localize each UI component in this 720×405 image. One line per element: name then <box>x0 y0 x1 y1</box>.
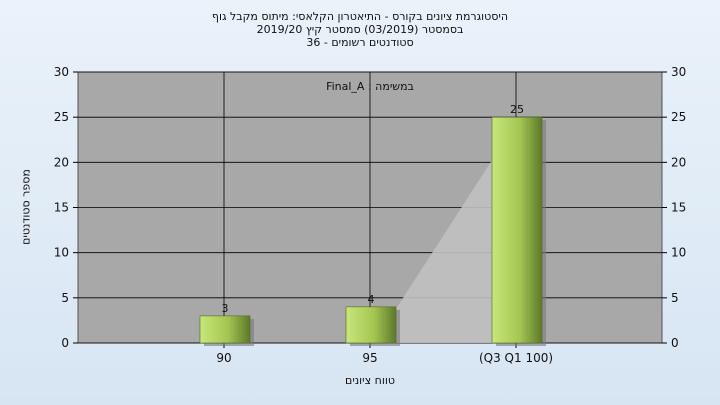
chart-annotation: במשימה : Final_A <box>326 80 414 93</box>
y-tick-label-right: 25 <box>671 110 686 124</box>
title-line-2: בסמסטר (03/2019) סמסטר קיץ 2019/20 <box>256 23 464 36</box>
y-tick-label-right: 10 <box>671 246 686 260</box>
bar-data-label: 3 <box>222 302 229 315</box>
bar <box>199 315 251 344</box>
y-tick-label-left: 10 <box>54 246 69 260</box>
y-tick-label-right: 5 <box>671 291 679 305</box>
y-tick-label-left: 5 <box>61 291 69 305</box>
chart-title: היסטוגרמת ציונים בקורס - התיאטרון הקלאסי… <box>0 10 720 49</box>
x-tick-label: 90 <box>216 351 231 365</box>
bar-shadow <box>396 157 494 343</box>
y-axis-label: מספר סטודנטים <box>19 169 33 245</box>
y-tick-label-left: 20 <box>54 155 69 169</box>
title-line-3: סטודנטים רשומים - 36 <box>306 36 414 49</box>
bar <box>491 116 543 344</box>
y-tick-label-left: 0 <box>61 336 69 350</box>
y-tick-label-right: 0 <box>671 336 679 350</box>
bar-data-label: 25 <box>510 103 524 116</box>
y-tick-label-right: 30 <box>671 65 686 79</box>
y-tick-label-right: 20 <box>671 155 686 169</box>
y-tick-label-left: 15 <box>54 201 69 215</box>
x-tick-label: 95 <box>362 351 377 365</box>
bar-data-label: 4 <box>368 293 375 306</box>
x-tick-label: (Q3 Q1 100) <box>479 351 553 365</box>
title-line-1: היסטוגרמת ציונים בקורס - התיאטרון הקלאסי… <box>211 10 509 23</box>
y-tick-label-left: 25 <box>54 110 69 124</box>
y-tick-label-right: 15 <box>671 201 686 215</box>
bar <box>345 306 397 344</box>
y-tick-label-left: 30 <box>54 65 69 79</box>
x-axis-label: טווח ציונים <box>345 374 395 387</box>
